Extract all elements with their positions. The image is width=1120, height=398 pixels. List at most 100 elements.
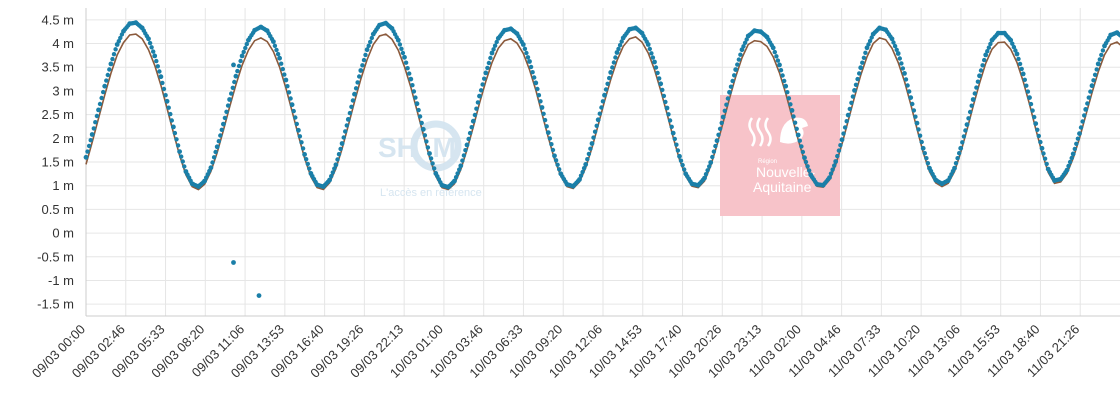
observed-tide-point xyxy=(832,163,837,168)
observed-tide-point xyxy=(108,61,114,67)
observed-tide-point xyxy=(1016,56,1021,62)
observed-tide-point xyxy=(1027,95,1032,100)
observed-tide-point xyxy=(907,89,912,94)
observed-tide-point xyxy=(461,153,467,158)
observed-tide-point xyxy=(1019,66,1024,72)
observed-tide-point xyxy=(420,126,426,132)
observed-tide-point xyxy=(477,93,482,99)
observed-tide-point xyxy=(932,174,937,180)
observed-tide-point xyxy=(469,125,474,130)
y-tick-label: 4.5 m xyxy=(41,12,74,27)
observed-tide-point xyxy=(970,97,976,102)
observed-tide-point xyxy=(607,75,612,81)
observed-tide-point xyxy=(792,120,798,125)
shom-watermark: SH M L'accès en référence xyxy=(378,120,482,199)
observed-tide-point xyxy=(403,60,409,65)
observed-tide-point xyxy=(594,123,599,128)
observed-tide-point xyxy=(667,118,673,123)
observed-tide-point xyxy=(841,131,846,136)
observed-tide-point xyxy=(286,90,292,95)
observed-tide-point xyxy=(589,141,595,146)
observed-tide-point xyxy=(347,110,353,116)
observed-tide-point xyxy=(335,157,340,162)
observed-tide-point xyxy=(616,46,621,52)
observed-tide-point xyxy=(847,106,852,112)
observed-tide-point xyxy=(149,45,154,50)
observed-tide-point xyxy=(257,25,262,30)
observed-tide-point xyxy=(613,55,618,60)
observed-tide-point xyxy=(274,47,279,53)
observed-tide-point xyxy=(300,146,306,151)
observed-tide-point xyxy=(580,169,585,175)
observed-tide-point xyxy=(175,143,181,148)
observed-tide-point xyxy=(438,180,443,185)
observed-tide-point xyxy=(126,23,131,28)
observed-tide-point xyxy=(541,111,546,117)
observed-tide-point xyxy=(364,47,370,53)
observed-tide-point xyxy=(669,124,674,129)
observed-tide-point xyxy=(482,76,487,81)
observed-tide-point xyxy=(492,43,498,48)
observed-tide-point xyxy=(658,81,664,87)
observed-tide-point xyxy=(545,130,551,136)
observed-tide-point xyxy=(603,87,609,92)
observed-tide-point xyxy=(525,55,531,60)
observed-tide-point xyxy=(336,152,342,157)
observed-tide-point xyxy=(272,43,278,48)
observed-tide-point xyxy=(1099,52,1104,58)
observed-tide-point xyxy=(1089,83,1095,89)
observed-tide-point xyxy=(678,158,684,163)
observed-tide-point xyxy=(174,137,179,142)
series-layer xyxy=(83,20,1120,298)
observed-tide-point xyxy=(855,76,860,82)
observed-tide-point xyxy=(1095,61,1101,67)
observed-tide-point xyxy=(894,47,899,52)
observed-tide-point xyxy=(736,57,742,62)
observed-tide-point xyxy=(388,24,393,30)
observed-tide-point xyxy=(891,40,896,45)
observed-tide-point xyxy=(666,112,671,117)
observed-tide-point xyxy=(239,53,245,59)
observed-tide-point xyxy=(920,145,926,151)
observed-tide-point xyxy=(1020,71,1026,77)
observed-tide-point xyxy=(360,63,365,68)
observed-tide-point xyxy=(652,59,657,65)
observed-tide-point xyxy=(164,98,170,104)
observed-tide-point xyxy=(256,293,262,298)
observed-tide-point xyxy=(563,179,568,184)
observed-tide-point xyxy=(413,95,418,100)
observed-tide-point xyxy=(218,133,223,138)
observed-tide-point xyxy=(786,96,792,101)
observed-tide-point xyxy=(539,105,545,110)
observed-tide-point xyxy=(672,136,677,142)
observed-tide-point xyxy=(339,141,345,146)
observed-tide-point xyxy=(964,122,970,127)
observed-tide-point xyxy=(1033,121,1039,126)
observed-tide-point xyxy=(188,178,193,183)
observed-tide-point xyxy=(474,106,479,111)
observed-tide-point xyxy=(1091,78,1096,83)
observed-tide-point xyxy=(210,160,215,165)
observed-tide-point xyxy=(1041,151,1046,156)
observed-tide-point xyxy=(177,149,183,155)
observed-tide-point xyxy=(675,148,681,153)
observed-tide-point xyxy=(279,61,284,66)
observed-tide-point xyxy=(922,151,927,156)
observed-tide-point xyxy=(171,124,176,130)
observed-tide-point xyxy=(350,98,356,103)
observed-tide-point xyxy=(575,179,581,184)
observed-tide-point xyxy=(763,33,768,38)
observed-tide-point xyxy=(655,70,660,76)
observed-tide-point xyxy=(172,130,178,136)
observed-tide-point xyxy=(1007,36,1012,41)
observed-tide-point xyxy=(1035,127,1040,132)
observed-tide-point xyxy=(802,155,807,161)
observed-tide-point xyxy=(163,93,168,98)
observed-tide-point xyxy=(263,27,268,32)
observed-tide-point xyxy=(352,91,357,97)
observed-tide-point xyxy=(789,108,795,113)
observed-tide-point xyxy=(839,137,845,143)
observed-tide-point xyxy=(803,159,809,165)
observed-tide-dense-points xyxy=(85,20,1120,189)
observed-tide-point xyxy=(1024,83,1029,88)
